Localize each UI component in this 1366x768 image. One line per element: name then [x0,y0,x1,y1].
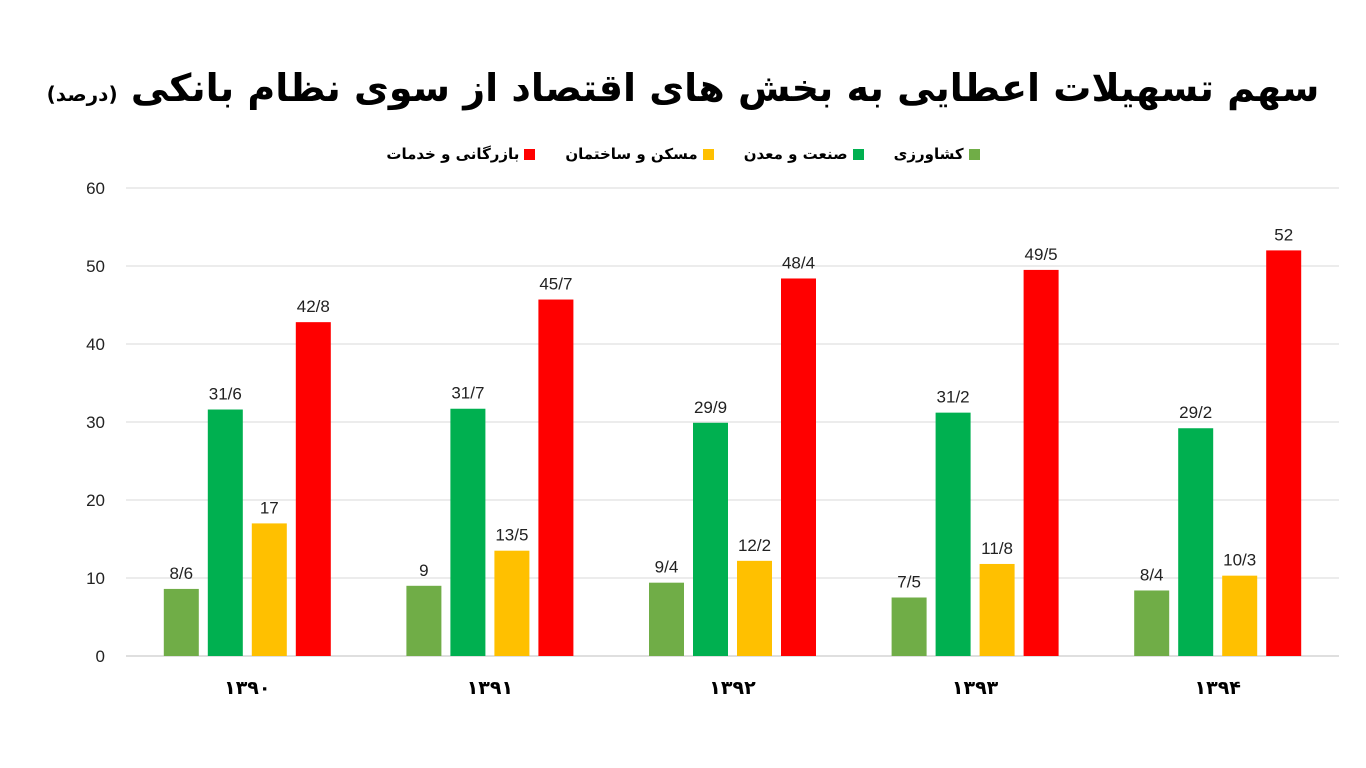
data-label: 11/8 [981,539,1013,558]
bar [1134,590,1170,656]
data-label: 31/6 [209,385,242,404]
legend-label: کشاورزی [893,145,964,163]
bar [406,585,442,656]
legend-swatch [524,148,536,160]
data-label: 9 [419,561,428,580]
data-label: 9/4 [655,558,679,577]
bar [1266,250,1302,656]
data-label: 7/5 [897,573,921,592]
data-label: 10/3 [1223,551,1256,570]
bar [737,560,772,656]
legend: کشاورزی صنعت و معدن مسکن و ساختمان بازرگانی… [0,145,1366,163]
bar [251,523,287,656]
data-label: 12/2 [738,536,771,555]
data-label: 52 [1274,225,1293,244]
legend-label: مسکن و ساختمان [565,145,698,163]
data-label: 42/8 [297,297,330,316]
bar [1178,428,1214,656]
legend-item: صنعت و معدن [744,145,864,163]
y-tick-label: 20 [86,491,105,510]
bar [979,563,1015,656]
data-label: 8/6 [169,564,193,583]
y-tick-label: 10 [86,569,105,588]
y-tick-label: 50 [86,257,105,276]
bar [649,582,684,656]
y-tick-label: 30 [86,413,105,432]
data-label: 13/5 [495,526,528,545]
bar [1023,269,1059,656]
bar [295,322,331,656]
data-label: 48/4 [782,253,815,272]
y-tick-label: 60 [86,179,105,198]
bar [1222,575,1258,656]
chart-title-unit: (درصد) [46,82,118,106]
x-category-label: ۱۳۹۲ [709,677,756,699]
data-label: 29/2 [1179,403,1212,422]
legend-swatch [702,148,714,160]
data-label: 17 [260,498,279,517]
legend-item: مسکن و ساختمان [565,145,714,163]
bar [538,299,574,656]
legend-swatch [852,148,864,160]
bar [693,422,728,656]
x-category-label: ۱۳۹۳ [952,677,999,699]
legend-label: بازرگانی و خدمات [386,145,520,163]
chart-title: سهم تسهیلات اعطایی به بخش های اقتصاد از … [0,66,1366,110]
legend-label: صنعت و معدن [743,145,848,163]
data-label: 31/7 [451,384,484,403]
x-category-label: ۱۳۹۱ [467,677,513,699]
data-label: 45/7 [539,275,572,294]
y-tick-label: 0 [96,647,105,666]
x-category-label: ۱۳۹۴ [1195,677,1241,699]
x-category-label: ۱۳۹۰ [224,677,270,699]
data-label: 8/4 [1140,565,1164,584]
legend-swatch [968,148,980,160]
legend-item: بازرگانی و خدمات [386,145,536,163]
bar [935,412,971,656]
legend-item: کشاورزی [894,145,980,163]
bar [781,278,816,656]
data-label: 49/5 [1025,245,1058,264]
bar [891,597,927,656]
chart-title-text: سهم تسهیلات اعطایی به بخش های اقتصاد از … [130,66,1320,110]
bar [207,409,243,656]
data-label: 31/2 [937,388,970,407]
bar [163,588,199,656]
data-label: 29/9 [694,398,727,417]
bar [494,550,530,656]
y-tick-label: 40 [86,335,105,354]
bar [450,408,486,656]
